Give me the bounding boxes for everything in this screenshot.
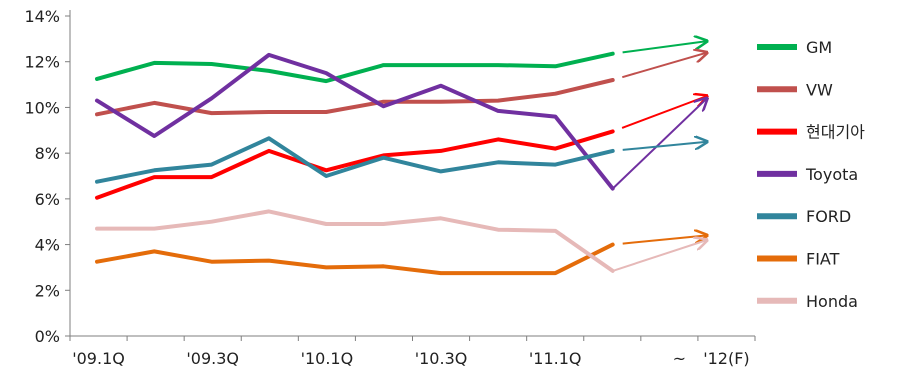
series-line-3 [95,52,615,191]
series-line-1 [95,78,615,117]
legend-label: FIAT [806,250,840,269]
x-tick-label: ~ [673,349,686,368]
x-tick-label: '11.1Q [529,349,582,368]
forecast-arrow-5 [622,235,707,245]
legend-label: Honda [806,292,858,311]
x-tick-label: '09.1Q [72,349,125,368]
legend-label: VW [806,80,833,99]
forecast-arrow-4 [622,142,707,151]
axes: 0% 2% 4% 6% 8% 10% 12% 14% '09.1Q '09.3Q '10.1Q '10… [24,7,756,368]
legend-label: 현대기아 [806,123,865,142]
forecast-arrow-0 [622,41,707,54]
x-tick-label: '10.1Q [301,349,354,368]
series-line-4 [95,136,615,184]
y-tick-label: 12% [24,53,60,72]
y-tick-label: 4% [35,236,60,255]
x-tick-label: '10.3Q [415,349,468,368]
x-tick-label: '09.3Q [186,349,239,368]
legend: GM VW 현대기아 Toyota FORD FIAT Honda [757,38,865,311]
y-tick-label: 0% [35,327,60,346]
series-line-5 [95,242,615,276]
forecast-arrow-1 [622,53,707,79]
y-tick-label: 6% [35,190,60,209]
y-tick-label: 10% [24,98,60,117]
forecast-arrow-2 [621,96,707,129]
series-line-6 [95,209,615,273]
legend-label: FORD [806,207,851,226]
forecast-arrows [612,41,707,272]
x-tick-label: '12(F) [703,349,749,368]
series-line-2 [95,129,615,200]
forecast-arrow-6 [612,240,707,272]
legend-label: Toyota [805,165,858,184]
y-tick-label: 14% [24,7,60,26]
legend-label: GM [806,38,832,57]
y-tick-label: 2% [35,281,60,300]
series-lines [95,51,615,276]
forecast-arrow-3 [612,98,707,190]
series-line-0 [95,51,615,84]
y-tick-label: 8% [35,144,60,163]
